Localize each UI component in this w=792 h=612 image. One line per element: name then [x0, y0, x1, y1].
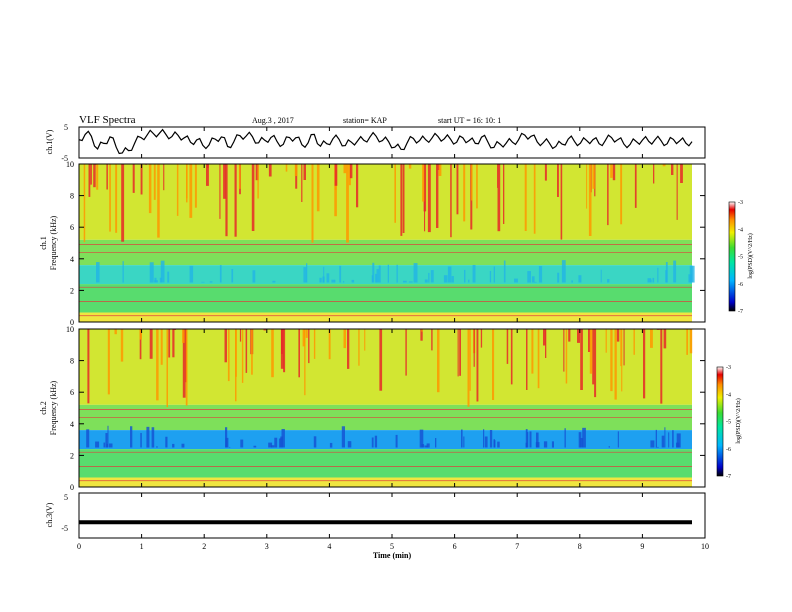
ch1-channel-label: ch.1: [39, 236, 48, 250]
figure-title: VLF Spectra: [79, 114, 136, 126]
ch1-colorbar-gradient: [728, 201, 736, 312]
ch1-waveform-ylabel: ch.1(V): [45, 129, 54, 154]
ch1-spectrogram-image: [79, 164, 695, 322]
start-time-label: start UT = 16: 10: 1: [438, 116, 501, 125]
ch3-ytick-top: 5: [64, 493, 68, 502]
ch1-waveform-frame: [78, 126, 706, 159]
freq-tick-label: 0: [70, 483, 74, 492]
ch1-colorbar: -3 -4 -5 -6 -7 log(PSD)(V^2/Hz): [728, 200, 754, 315]
ch3-ytick-bottom: -5: [61, 524, 68, 533]
ch1-freq-ticks: 0 2 4 6 8 10: [66, 160, 705, 327]
ch2-channel-label: ch.2: [39, 401, 48, 415]
freq-tick-label: 10: [66, 325, 74, 334]
ch2-frequency-ylabel: Frequency (kHz): [49, 380, 58, 435]
ch2-spectrogram-image: [79, 329, 693, 487]
time-tick-label: 5: [390, 542, 394, 551]
colorbar-tick-label: -3: [738, 200, 743, 206]
colorbar-tick-label: -5: [726, 420, 731, 426]
freq-tick-label: 10: [66, 160, 74, 169]
ch2-freq-ticks: 0 2 4 6 8 10: [66, 325, 705, 492]
freq-tick-label: 4: [70, 255, 74, 264]
time-tick-label: 0: [77, 542, 81, 551]
time-tick-label: 10: [701, 542, 709, 551]
ch1-ytick-top: 5: [64, 123, 68, 132]
freq-tick-label: 6: [70, 388, 74, 397]
freq-tick-label: 2: [70, 286, 74, 295]
colorbar-tick-label: -7: [738, 309, 743, 315]
date-label: Aug.3 , 2017: [252, 116, 294, 125]
ch3-waveform-frame: [78, 492, 706, 539]
ch1-waveform-line: [78, 128, 693, 155]
time-tick-label: 3: [265, 542, 269, 551]
colorbar-tick-label: -4: [726, 392, 731, 398]
time-axis-ticks: 0 1 2 3 4 5 6 7 8 9 10: [77, 127, 709, 551]
freq-tick-label: 8: [70, 192, 74, 201]
ch1-colorbar-ticks: -3 -4 -5 -6 -7: [738, 200, 743, 315]
ch1-colorbar-label: log(PSD)(V^2/Hz): [747, 233, 754, 278]
ch3-waveform-ylabel: ch.3(V): [45, 502, 54, 527]
ch2-colorbar-gradient: [716, 366, 724, 477]
ch2-colorbar-ticks: -3 -4 -5 -6 -7: [726, 365, 731, 480]
time-tick-label: 9: [640, 542, 644, 551]
freq-tick-label: 6: [70, 223, 74, 232]
colorbar-tick-label: -5: [738, 255, 743, 261]
colorbar-tick-label: -7: [726, 474, 731, 480]
time-axis-label: Time (min): [373, 551, 412, 560]
colorbar-tick-label: -4: [738, 227, 743, 233]
station-label: station= KAP: [343, 116, 387, 125]
colorbar-tick-label: -6: [726, 447, 731, 453]
ch2-colorbar-label: log(PSD)(V^2/Hz): [735, 398, 742, 443]
ch1-waveform-panel: 5 -5 ch.1(V): [45, 123, 706, 163]
time-tick-label: 2: [202, 542, 206, 551]
time-tick-label: 8: [578, 542, 582, 551]
ch2-colorbar: -3 -4 -5 -6 -7 log(PSD)(V^2/Hz): [716, 365, 742, 480]
freq-tick-label: 2: [70, 451, 74, 460]
colorbar-tick-label: -3: [726, 365, 731, 371]
freq-tick-label: 4: [70, 420, 74, 429]
time-tick-label: 6: [453, 542, 457, 551]
ch3-waveform-panel: 5 -5 ch.3(V): [45, 492, 706, 539]
ch1-ytick-bottom: -5: [61, 154, 68, 163]
freq-tick-label: 8: [70, 357, 74, 366]
ch1-frequency-ylabel: Frequency (kHz): [49, 215, 58, 270]
ch1-spectrogram-panel: 0 2 4 6 8 10 ch.1 Frequency (kHz): [39, 160, 706, 327]
ch2-spectrogram-panel: 0 2 4 6 8 10 ch.2 Frequency (kHz): [39, 325, 706, 492]
colorbar-tick-label: -6: [738, 282, 743, 288]
time-tick-label: 1: [140, 542, 144, 551]
time-tick-label: 4: [327, 542, 331, 551]
freq-tick-label: 0: [70, 318, 74, 327]
time-tick-label: 7: [515, 542, 519, 551]
